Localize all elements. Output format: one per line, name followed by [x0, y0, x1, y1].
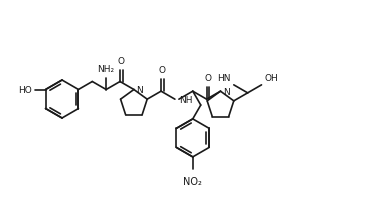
Text: N: N: [223, 87, 230, 96]
Text: HO: HO: [18, 86, 31, 95]
Text: O: O: [118, 56, 125, 65]
Text: NH: NH: [179, 95, 192, 104]
Text: NH₂: NH₂: [98, 64, 115, 73]
Text: NO₂: NO₂: [183, 176, 202, 186]
Text: O: O: [204, 74, 211, 83]
Text: N: N: [137, 86, 143, 95]
Text: HN: HN: [217, 74, 231, 82]
Text: OH: OH: [265, 74, 278, 82]
Text: O: O: [159, 66, 166, 75]
